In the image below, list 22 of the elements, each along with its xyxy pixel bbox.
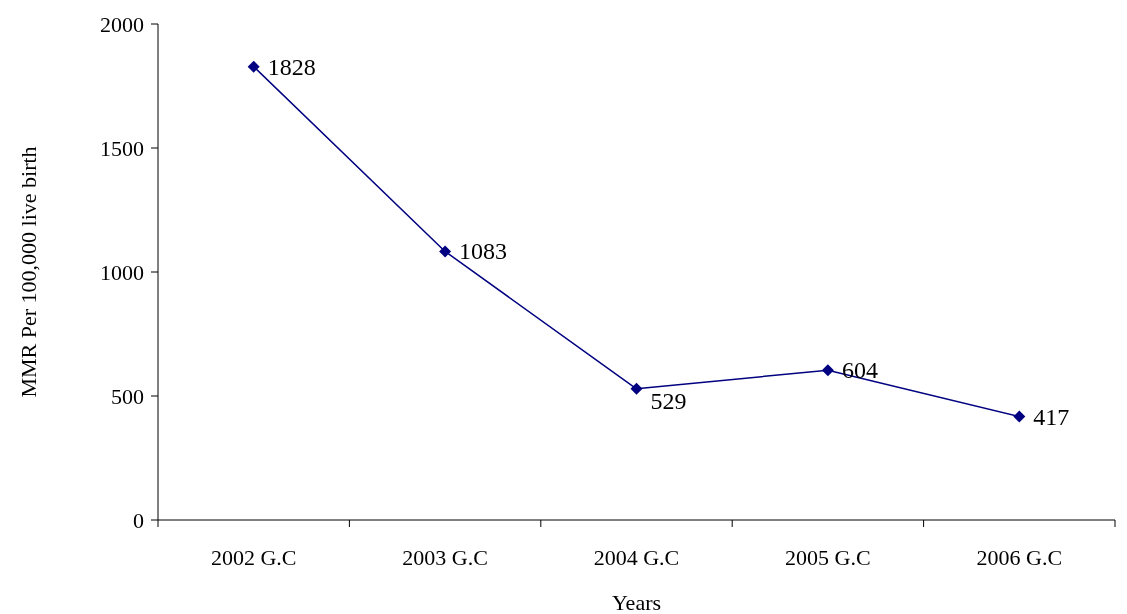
y-tick-label: 0 — [133, 507, 144, 533]
x-tick-label: 2002 G.C — [210, 545, 297, 570]
data-label: 1828 — [267, 53, 316, 80]
x-tick-label: 2005 G.C — [785, 545, 871, 570]
x-tick-label: 2006 G.C — [976, 545, 1063, 570]
data-label: 417 — [1033, 403, 1070, 430]
point — [630, 382, 643, 395]
point — [1013, 410, 1026, 423]
point — [439, 245, 452, 258]
point — [821, 364, 834, 377]
y-tick-label: 500 — [111, 383, 144, 409]
x-tick-label: 2004 G.C — [593, 545, 680, 570]
y-tick-label: 1000 — [100, 259, 144, 285]
data-label: 529 — [650, 387, 687, 414]
x-tick-label: 2003 G.C — [402, 545, 488, 570]
y-tick-label: 1500 — [100, 135, 144, 161]
data-label: 604 — [841, 357, 878, 384]
y-tick-label: 2000 — [100, 11, 144, 37]
data-label: 1083 — [459, 238, 508, 265]
x-axis-title: Years — [611, 590, 662, 614]
point — [247, 60, 260, 73]
y-axis-title: MMR Per 100,000 live birth — [16, 146, 41, 398]
